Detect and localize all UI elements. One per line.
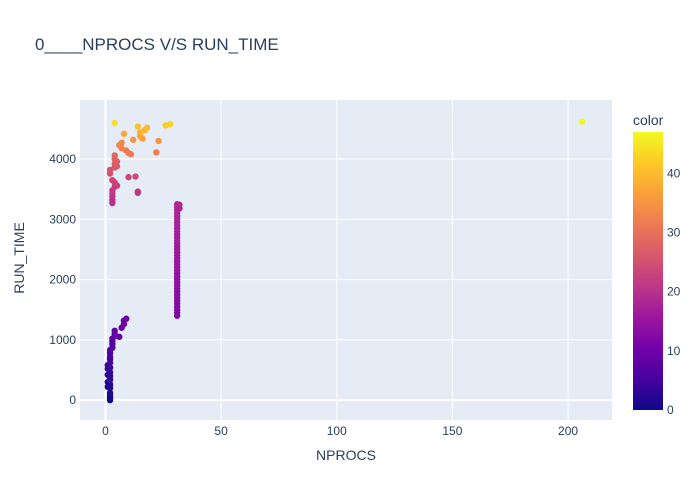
scatter-point — [111, 152, 118, 159]
y-tick-label: 2000 — [49, 273, 76, 287]
scatter-point — [106, 389, 114, 397]
x-tick-label: 100 — [327, 424, 347, 438]
x-axis-label: NPROCS — [316, 447, 376, 463]
x-tick-label: 50 — [214, 424, 228, 438]
y-tick-label: 4000 — [49, 152, 76, 166]
colorbar-tick-label: 10 — [667, 344, 681, 358]
scatter-point — [143, 124, 151, 131]
y-tick-label: 1000 — [49, 333, 76, 347]
scatter-point — [155, 137, 162, 145]
scatter-point — [125, 173, 132, 181]
scatter-point — [111, 119, 118, 127]
scatter-point — [118, 139, 125, 146]
colorbar-tick-label: 40 — [667, 166, 681, 180]
x-tick-label: 200 — [558, 424, 578, 438]
grid-lines — [80, 100, 612, 420]
colorbar-tick-label: 20 — [667, 285, 681, 299]
scatter-point — [111, 327, 118, 335]
data-points — [104, 118, 586, 404]
scatter-point — [109, 176, 116, 184]
x-tick-label: 0 — [102, 424, 109, 438]
scatter-point — [134, 123, 142, 130]
scatter-point — [120, 130, 128, 137]
plot-area — [80, 100, 612, 420]
scatter-point — [116, 333, 123, 341]
scatter-point — [167, 120, 174, 128]
scatter-point — [578, 118, 586, 125]
y-tick-label: 3000 — [49, 212, 76, 226]
scatter-point — [123, 315, 130, 322]
scatter-point — [127, 151, 135, 158]
y-tick-label: 0 — [69, 393, 76, 407]
colorbar — [633, 132, 663, 410]
colorbar-title: color — [633, 112, 664, 128]
scatter-point — [132, 173, 139, 180]
scatter-point — [134, 188, 142, 195]
colorbar-ticks: 0 10 20 30 40 — [667, 166, 681, 417]
colorbar-tick-label: 30 — [667, 226, 681, 240]
scatter-point — [173, 201, 181, 208]
chart-title: 0____NPROCS V/S RUN_TIME — [35, 35, 279, 54]
colorbar-tick-label: 0 — [667, 403, 674, 417]
scatter-point — [130, 136, 137, 143]
y-axis-label: RUN_TIME — [11, 222, 27, 294]
x-tick-label: 150 — [442, 424, 462, 438]
scatter-point — [153, 149, 160, 156]
